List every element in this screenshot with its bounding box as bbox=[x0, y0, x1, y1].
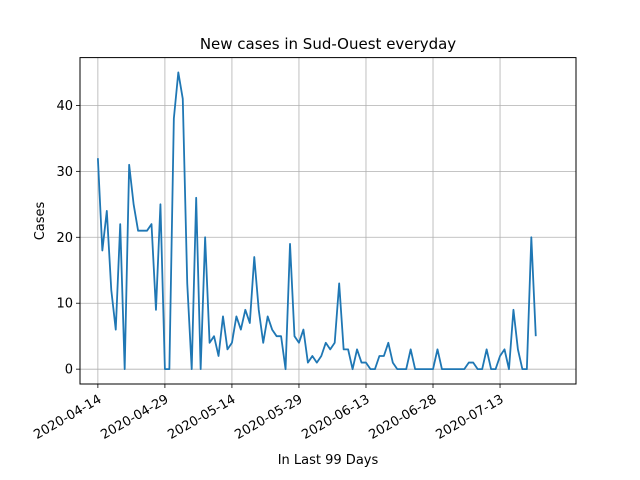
y-tick-label: 30 bbox=[56, 165, 73, 180]
series-layer bbox=[96, 71, 537, 371]
y-axis-label: Cases bbox=[33, 201, 48, 240]
y-axis: 0 10 20 30 40 bbox=[56, 99, 80, 378]
x-axis-label: In Last 99 Days bbox=[278, 453, 379, 468]
plot-frame bbox=[79, 57, 577, 385]
y-tick-label: 0 bbox=[65, 363, 73, 378]
y-tick-label: 20 bbox=[56, 231, 73, 246]
chart-title: New cases in Sud-Ouest everyday bbox=[200, 35, 456, 53]
series-line bbox=[96, 71, 537, 371]
y-tick-label: 40 bbox=[56, 99, 73, 114]
y-tick-label: 10 bbox=[56, 297, 73, 312]
